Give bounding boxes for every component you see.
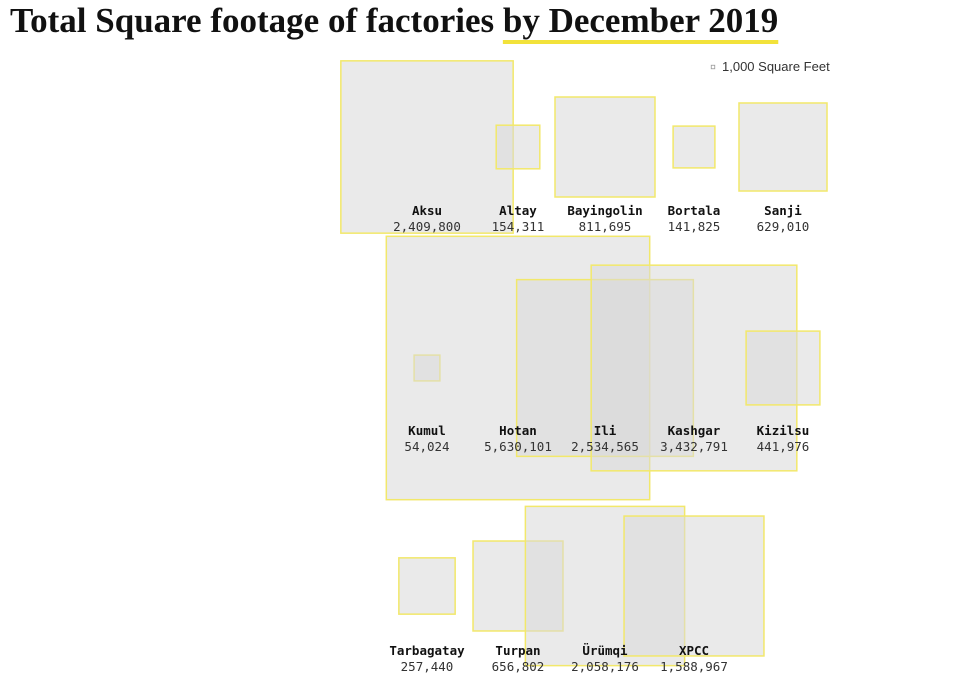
legend-swatch	[710, 64, 716, 70]
area-square	[495, 124, 541, 170]
category-label: Turpan	[495, 643, 540, 658]
area-square	[745, 330, 821, 406]
category-label: Ili	[594, 423, 617, 438]
value-label: 257,440	[401, 659, 454, 674]
category-label: Hotan	[499, 423, 537, 438]
area-square	[554, 96, 656, 198]
category-label: Ürümqi	[582, 643, 628, 658]
value-label: 3,432,791	[660, 439, 728, 454]
category-label: Altay	[499, 203, 537, 218]
value-label: 629,010	[757, 219, 810, 234]
chart-title: Total Square footage of factories by Dec…	[10, 1, 778, 40]
value-label: 5,630,101	[484, 439, 552, 454]
area-square	[738, 102, 828, 192]
value-label: 54,024	[404, 439, 449, 454]
title-main: Total Square footage of factories	[10, 1, 494, 40]
value-label: 2,534,565	[571, 439, 639, 454]
category-label: Bayingolin	[567, 203, 642, 218]
category-label: Kumul	[408, 423, 446, 438]
category-label: Bortala	[668, 203, 721, 218]
value-label: 656,802	[492, 659, 545, 674]
category-label: Kashgar	[668, 423, 721, 438]
value-label: 2,058,176	[571, 659, 639, 674]
area-square	[398, 557, 456, 615]
area-square	[340, 60, 514, 234]
value-label: 441,976	[757, 439, 810, 454]
title-underline	[502, 40, 779, 44]
area-square	[672, 125, 716, 169]
value-label: 2,409,800	[393, 219, 461, 234]
category-label: Kizilsu	[757, 423, 810, 438]
value-label: 1,588,967	[660, 659, 728, 674]
category-label: XPCC	[679, 643, 709, 658]
value-label: 811,695	[579, 219, 632, 234]
area-square	[623, 515, 765, 657]
category-label: Aksu	[412, 203, 442, 218]
title-highlight: by December 2019	[503, 1, 778, 40]
category-label: Tarbagatay	[389, 643, 465, 658]
value-label: 154,311	[492, 219, 545, 234]
value-label: 141,825	[668, 219, 721, 234]
legend-label: 1,000 Square Feet	[722, 59, 830, 74]
category-label: Sanji	[764, 203, 802, 218]
